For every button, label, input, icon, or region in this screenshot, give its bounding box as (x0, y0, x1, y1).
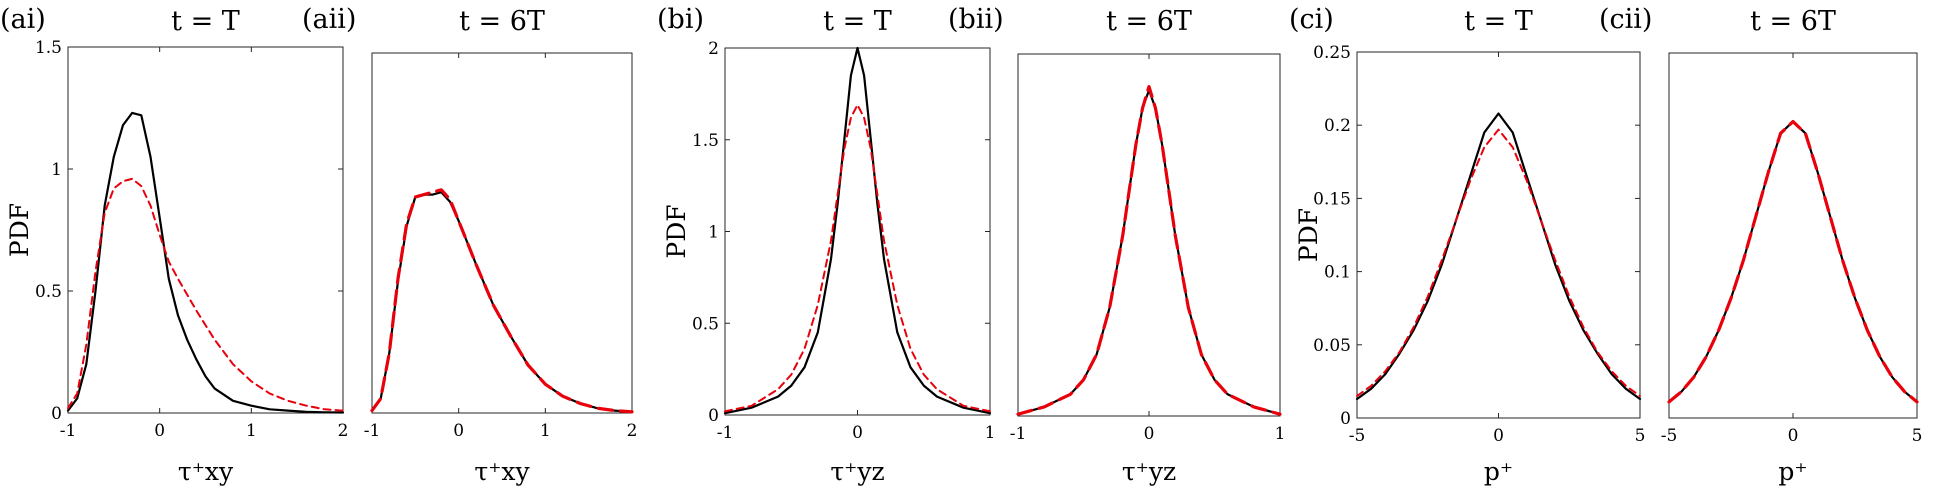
y-tick-label: 0.5 (692, 314, 719, 334)
series-line-solid (1667, 120, 1919, 403)
panel-title: t = T (823, 6, 892, 37)
axes-box (1668, 52, 1918, 419)
axes-box (724, 47, 991, 416)
y-tick-label: 0.1 (1324, 263, 1351, 283)
x-tick-label: -1 (717, 423, 734, 443)
y-axis-label: PDF (1294, 208, 1323, 262)
x-tick-label: 0 (852, 423, 863, 443)
x-tick-label: 0 (1493, 426, 1504, 446)
x-tick-label: 1 (1275, 424, 1286, 444)
series-line-solid (1355, 112, 1642, 401)
y-tick-label: 0.25 (1313, 43, 1351, 63)
x-tick-label: 1 (540, 421, 551, 441)
x-tick-label: 1 (985, 423, 996, 443)
panel-title: t = T (1464, 6, 1533, 37)
x-tick-label: 1 (246, 421, 257, 441)
panel-5: -5 0 5 (cii) t = 6T p⁺ (1599, 4, 1922, 486)
series-line-dashed (1356, 128, 1641, 397)
y-tick-label: 0 (51, 404, 62, 424)
panel-title: t = 6T (1750, 6, 1836, 37)
axes-box (67, 46, 344, 414)
x-tick-label: 0 (1788, 426, 1799, 446)
axes-box (1356, 51, 1641, 419)
y-tick-label: 1.5 (35, 38, 62, 58)
panel-label: (bi) (657, 4, 704, 35)
x-tick-label: -1 (60, 421, 77, 441)
y-tick-label: 0 (1340, 409, 1351, 429)
y-tick-label: 1.5 (692, 131, 719, 151)
x-axis-label: τ⁺xy (178, 457, 234, 486)
x-tick-label: 5 (1912, 426, 1923, 446)
panel-label: (aii) (302, 4, 356, 35)
panel-title: t = T (171, 6, 240, 37)
panel-label: (ai) (0, 4, 46, 35)
y-tick-label: 0.05 (1313, 336, 1351, 356)
x-axis-label: τ⁺yz (1122, 457, 1176, 486)
series-line-solid (1016, 89, 1282, 416)
series-line-solid (370, 191, 634, 413)
y-tick-label: 0.15 (1313, 189, 1351, 209)
series-line-dashed (1016, 84, 1282, 416)
y-tick-label: 1 (51, 160, 62, 180)
axes-box (1017, 53, 1281, 417)
x-tick-label: 0 (453, 421, 464, 441)
y-axis-label: PDF (5, 203, 34, 257)
x-axis-label: τ⁺xy (474, 457, 530, 486)
panel-3: -1 0 1 (bii) t = 6T τ⁺yz (948, 4, 1285, 486)
series-line-solid (66, 111, 345, 414)
series-line-solid (723, 46, 992, 415)
series-line-dashed (724, 103, 991, 413)
y-tick-label: 0 (708, 406, 719, 426)
x-tick-label: -5 (1349, 426, 1366, 446)
panel-label: (ci) (1289, 4, 1334, 35)
x-tick-label: -1 (364, 421, 381, 441)
panel-1: -1 0 1 2 (aii) t = 6T τ⁺xy (302, 4, 637, 486)
x-axis-label: τ⁺yz (830, 457, 884, 486)
panel-label: (bii) (948, 4, 1004, 35)
x-tick-label: 0 (154, 421, 165, 441)
panel-label: (cii) (1599, 4, 1652, 35)
y-tick-label: 1 (708, 223, 719, 243)
panel-4: -5 0 500.050.10.150.20.25(ci) t = Tp⁺PDF (1289, 4, 1645, 486)
panel-title: t = 6T (1106, 6, 1192, 37)
x-tick-label: 0 (1144, 424, 1155, 444)
series-line-dashed (1667, 119, 1919, 404)
panel-title: t = 6T (459, 6, 545, 37)
series-line-dashed (67, 177, 344, 412)
y-tick-label: 0.2 (1324, 116, 1351, 136)
x-axis-label: p⁺ (1484, 457, 1513, 486)
series-line-dashed (370, 188, 634, 414)
x-tick-label: 2 (338, 421, 349, 441)
x-tick-label: 5 (1635, 426, 1646, 446)
y-axis-label: PDF (662, 204, 691, 258)
x-tick-label: 2 (627, 421, 638, 441)
x-tick-label: -1 (1010, 424, 1027, 444)
y-tick-label: 2 (708, 39, 719, 59)
axes-box (371, 52, 633, 414)
y-tick-label: 0.5 (35, 282, 62, 302)
x-tick-label: -5 (1661, 426, 1678, 446)
x-axis-label: p⁺ (1778, 457, 1807, 486)
